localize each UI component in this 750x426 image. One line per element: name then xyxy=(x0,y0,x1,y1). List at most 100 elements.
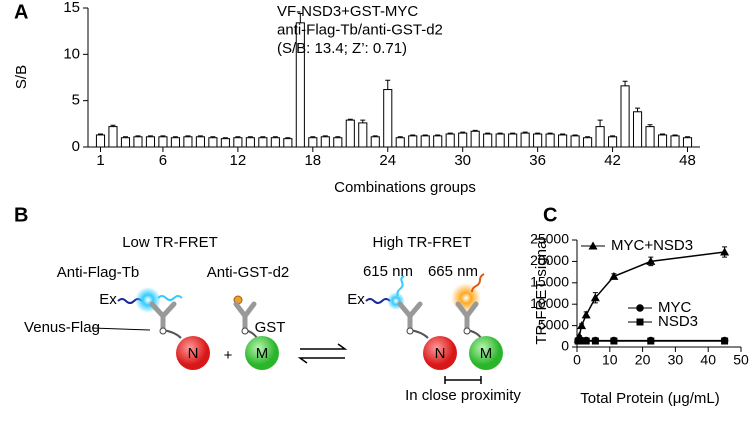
diagram-label: GST xyxy=(255,319,286,336)
error-bar xyxy=(285,137,291,139)
bar xyxy=(233,137,243,148)
diagram-label: 665 nm xyxy=(428,263,478,280)
error-bar xyxy=(272,136,278,138)
bar xyxy=(645,126,655,148)
bar xyxy=(595,126,605,148)
error-bar xyxy=(435,134,441,136)
error-bar xyxy=(460,131,466,134)
bar xyxy=(345,119,355,148)
x-axis-title: Total Protein (μg/mL) xyxy=(580,390,720,407)
x-tick-label: 20 xyxy=(635,352,651,368)
error-bar xyxy=(397,136,403,138)
error-bar xyxy=(597,119,603,127)
bar xyxy=(682,137,693,148)
point xyxy=(610,337,618,345)
tag xyxy=(241,327,249,335)
bar xyxy=(333,137,343,148)
error-bar xyxy=(160,135,166,137)
error-bar xyxy=(260,136,266,138)
y-tick-label: 5 xyxy=(72,92,80,109)
x-tick-label: 40 xyxy=(700,352,716,368)
bar xyxy=(258,137,268,148)
error-bar xyxy=(347,118,353,121)
error-bar xyxy=(560,133,566,135)
x-tick-label: 36 xyxy=(529,152,546,169)
protein-label: M xyxy=(480,345,493,362)
bar xyxy=(195,136,205,148)
legend-marker xyxy=(588,241,598,250)
bar xyxy=(483,133,493,148)
bar xyxy=(508,133,518,148)
tag xyxy=(406,327,414,335)
legend-marker xyxy=(636,318,644,326)
protein-label: N xyxy=(188,345,199,362)
x-tick-label: 42 xyxy=(604,152,621,169)
error-bar xyxy=(497,132,503,135)
point xyxy=(647,337,655,345)
error-bar xyxy=(360,119,366,123)
bar xyxy=(420,135,430,148)
diagram-label: In close proximity xyxy=(405,387,521,404)
panel-label: B xyxy=(14,204,28,226)
bar xyxy=(408,135,418,148)
error-bar xyxy=(172,136,178,138)
error-bar xyxy=(622,80,628,86)
bar xyxy=(520,132,530,148)
protein-label: M xyxy=(256,345,269,362)
protein xyxy=(423,336,457,370)
bar xyxy=(458,132,468,148)
point xyxy=(590,293,600,302)
point xyxy=(720,247,730,256)
bar xyxy=(145,136,156,148)
error-bar xyxy=(422,134,428,136)
pointer xyxy=(91,327,151,331)
error-bar xyxy=(522,131,528,134)
diagram-label: Anti-Flag-Tb xyxy=(57,264,140,281)
diagram-label: Ex xyxy=(99,291,117,308)
error-bar xyxy=(585,136,591,138)
error-bar xyxy=(447,132,453,135)
x-tick-label: 24 xyxy=(379,152,396,169)
bar xyxy=(183,136,193,148)
error-bar xyxy=(185,135,191,137)
y-axis-title: TR-FRET signal xyxy=(533,237,550,344)
diagram-label: + xyxy=(224,347,233,364)
point xyxy=(577,321,587,330)
legend-label: NSD3 xyxy=(658,313,698,330)
y-tick-label: 25000 xyxy=(530,231,569,247)
antibody xyxy=(233,301,257,331)
bar xyxy=(308,137,318,148)
tag xyxy=(159,327,167,335)
bar xyxy=(620,85,630,148)
bar xyxy=(545,133,555,148)
point xyxy=(646,256,656,265)
error-bar xyxy=(122,136,128,138)
bar xyxy=(608,136,618,148)
bar xyxy=(170,137,180,148)
emission-wave xyxy=(471,273,485,293)
x-tick-label: 30 xyxy=(454,152,471,169)
error-bar xyxy=(297,13,303,23)
error-bar xyxy=(335,136,341,138)
bar xyxy=(670,135,680,148)
point xyxy=(609,271,619,280)
legend-label: MYC+NSD3 xyxy=(611,237,693,254)
error-bar xyxy=(97,133,103,135)
bar xyxy=(470,130,480,148)
diagram-label: Anti-GST-d2 xyxy=(207,264,290,281)
bar xyxy=(358,122,368,148)
error-bar xyxy=(547,132,553,135)
emission-wave xyxy=(396,275,405,297)
x-tick-label: 30 xyxy=(668,352,684,368)
bar xyxy=(370,136,380,148)
diagram-label: High TR-FRET xyxy=(373,234,472,251)
series-line xyxy=(577,251,725,340)
legend-label: MYC xyxy=(658,299,692,316)
error-bar xyxy=(647,124,653,127)
x-tick-label: 12 xyxy=(230,152,247,169)
error-bar xyxy=(135,135,141,137)
error-bar xyxy=(510,132,516,135)
error-bar xyxy=(372,135,378,137)
x-tick-label: 1 xyxy=(96,152,104,169)
